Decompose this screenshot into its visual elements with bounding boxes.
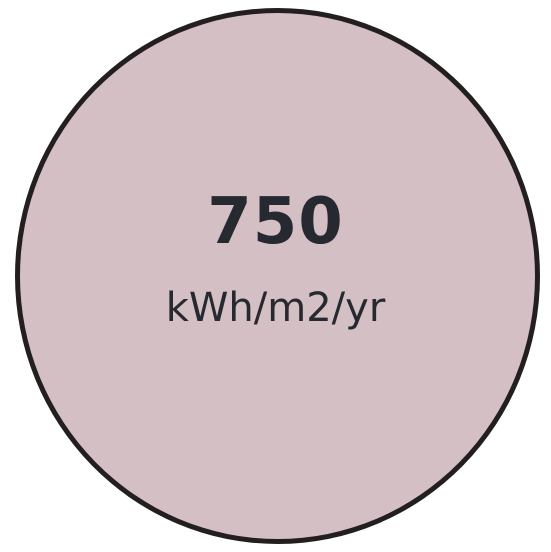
energy-intensity-circle [15,8,540,544]
energy-value: 750 [207,185,344,259]
energy-unit: kWh/m2/yr [165,285,386,331]
